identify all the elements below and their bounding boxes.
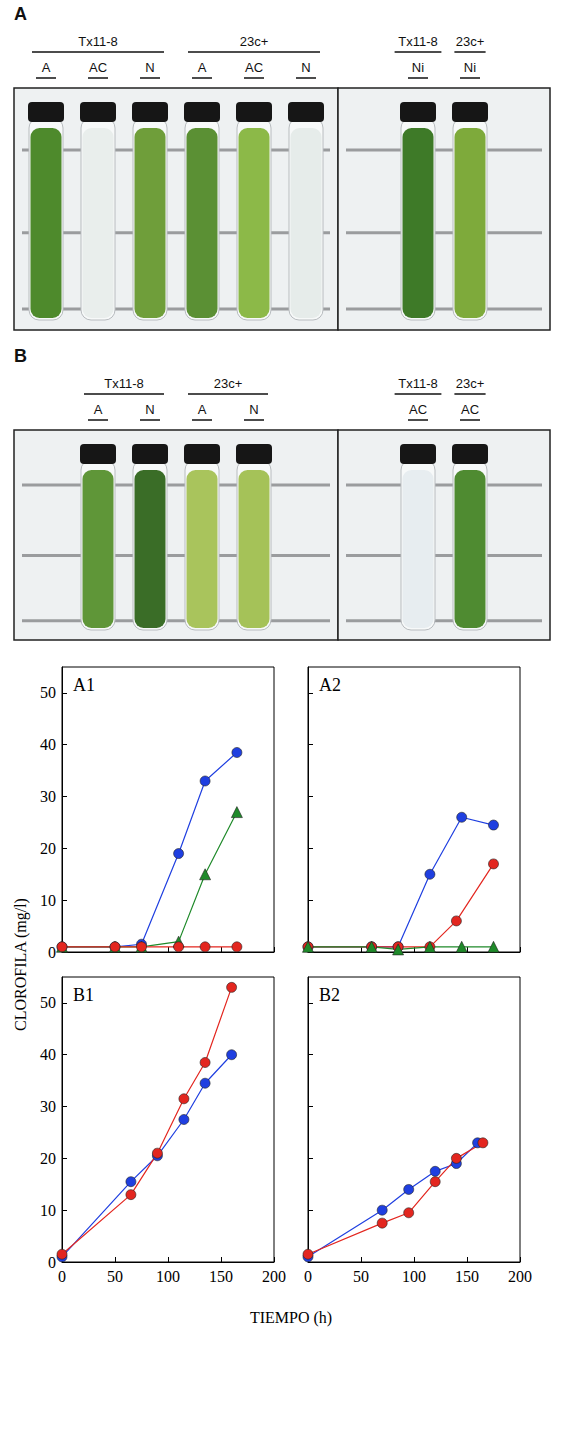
svg-text:23c+: 23c+ [240, 34, 269, 49]
svg-text:40: 40 [40, 736, 56, 753]
svg-text:0: 0 [58, 1268, 66, 1285]
svg-text:50: 50 [40, 994, 56, 1011]
svg-text:N: N [145, 402, 154, 417]
svg-text:20: 20 [40, 1150, 56, 1167]
svg-text:Ni: Ni [464, 60, 476, 75]
svg-text:30: 30 [40, 788, 56, 805]
svg-text:30: 30 [40, 1098, 56, 1115]
svg-text:B1: B1 [73, 985, 94, 1005]
svg-text:A1: A1 [73, 675, 95, 695]
svg-text:A: A [198, 60, 207, 75]
svg-text:200: 200 [508, 1268, 532, 1285]
svg-text:50: 50 [353, 1268, 369, 1285]
svg-text:A2: A2 [319, 675, 341, 695]
svg-text:0: 0 [304, 1268, 312, 1285]
svg-text:Tx11-8: Tx11-8 [398, 376, 438, 391]
svg-text:N: N [249, 402, 258, 417]
svg-text:Tx11-8: Tx11-8 [78, 34, 118, 49]
svg-text:0: 0 [48, 944, 56, 961]
svg-text:0: 0 [48, 1254, 56, 1271]
svg-text:50: 50 [107, 1268, 123, 1285]
svg-text:N: N [145, 60, 154, 75]
svg-text:N: N [301, 60, 310, 75]
svg-text:150: 150 [209, 1268, 233, 1285]
svg-text:B2: B2 [319, 985, 340, 1005]
svg-text:150: 150 [455, 1268, 479, 1285]
svg-text:20: 20 [40, 840, 56, 857]
svg-text:A: A [198, 402, 207, 417]
svg-text:A: A [14, 4, 27, 24]
svg-text:Tx11-8: Tx11-8 [104, 376, 144, 391]
svg-text:23c+: 23c+ [214, 376, 243, 391]
svg-text:A: A [94, 402, 103, 417]
svg-text:23c+: 23c+ [456, 34, 485, 49]
svg-text:100: 100 [402, 1268, 426, 1285]
svg-text:40: 40 [40, 1046, 56, 1063]
svg-text:100: 100 [156, 1268, 180, 1285]
svg-text:A: A [42, 60, 51, 75]
svg-text:23c+: 23c+ [456, 376, 485, 391]
svg-text:AC: AC [461, 402, 479, 417]
svg-text:TIEMPO (h): TIEMPO (h) [250, 1309, 332, 1327]
svg-text:CLOROFILA (mg/l): CLOROFILA (mg/l) [12, 898, 30, 1031]
svg-text:50: 50 [40, 684, 56, 701]
svg-text:10: 10 [40, 892, 56, 909]
svg-text:B: B [14, 346, 27, 366]
svg-text:Tx11-8: Tx11-8 [398, 34, 438, 49]
svg-text:AC: AC [409, 402, 427, 417]
svg-text:AC: AC [245, 60, 263, 75]
svg-text:10: 10 [40, 1202, 56, 1219]
svg-text:AC: AC [89, 60, 107, 75]
svg-text:200: 200 [262, 1268, 286, 1285]
svg-text:Ni: Ni [412, 60, 424, 75]
